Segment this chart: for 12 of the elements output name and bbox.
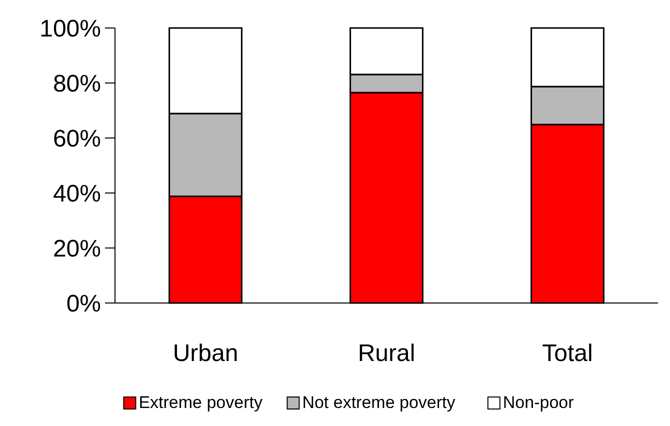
y-tick-label: 100% <box>40 15 101 42</box>
y-tick-label: 60% <box>52 125 101 152</box>
x-tick-label: Urban <box>172 340 238 367</box>
y-tick-label: 0% <box>66 290 101 318</box>
legend-label: Extreme poverty <box>138 393 263 412</box>
x-tick-label: Rural <box>358 340 416 367</box>
x-tick-label: Total <box>542 340 593 367</box>
legend-label: Non-poor <box>502 393 574 412</box>
y-tick-label: 40% <box>52 180 101 208</box>
y-tick-label: 20% <box>52 235 101 262</box>
y-tick-label: 80% <box>52 70 101 98</box>
legend-label: Not extreme poverty <box>302 393 456 412</box>
